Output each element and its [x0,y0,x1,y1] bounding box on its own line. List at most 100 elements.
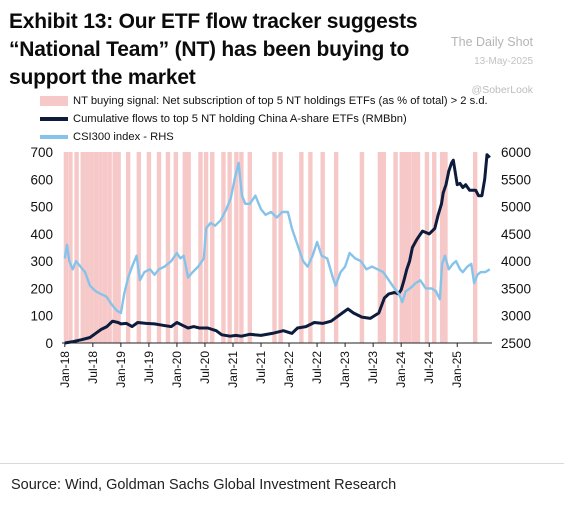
signal-bar [182,152,187,343]
signal-bar [107,152,112,343]
x-tick-label: Jul-22 [310,351,324,384]
y-left-tick-label: 300 [30,254,53,269]
legend-swatch-signal [40,96,68,106]
series-line-flows [64,153,491,345]
y-right-tick-label: 3000 [501,309,531,324]
legend-swatch-csi300 [40,135,68,139]
x-tick-label: Jan-23 [338,351,352,388]
x-tick-label: Jan-24 [394,351,408,388]
series-lines-layer [63,153,491,345]
x-tick-label: Jul-18 [86,351,100,384]
signal-bar [234,152,239,343]
signal-bar [403,152,408,343]
signal-bar [186,152,191,343]
signal-bar [239,152,244,343]
chart-title: Exhibit 13: Our ETF flow tracker suggest… [9,10,418,89]
legend-item-flows: Cumulative flows to top 5 NT holding Chi… [40,110,488,128]
y-right-tick-label: 5000 [501,200,531,215]
y-left-tick-label: 600 [30,172,53,187]
signal-bar [89,152,94,343]
signal-bar [443,152,448,343]
x-tick-label: Jul-24 [422,351,436,384]
signal-bar [116,152,121,343]
signal-bar [424,152,430,343]
signal-bar [80,152,85,343]
x-tick-label: Jul-19 [142,351,156,384]
y-left-tick-label: 500 [30,200,53,215]
source-note: Source: Wind, Goldman Sachs Global Inves… [11,477,397,493]
signal-bar [247,152,253,343]
signal-bar [320,152,325,343]
signal-bar [377,152,383,343]
y-left-tick-label: 0 [45,336,53,351]
watermark-brand: The Daily Shot [451,35,533,49]
signal-bar [299,152,304,343]
signal-bar [278,152,283,343]
signal-bar [203,152,209,343]
signal-bar [227,152,232,343]
y-right-tick-label: 2500 [501,336,531,351]
signal-bar [102,152,108,343]
y-right-tick-label: 5500 [501,172,531,187]
signal-bar [472,152,478,343]
legend-label-csi300: CSI300 index - RHS [73,131,174,143]
series-line-csi300 [63,161,491,315]
watermark-handle: @SoberLook [471,84,533,96]
x-tick-label: Jan-22 [282,351,296,388]
signal-bar [210,152,215,343]
signal-bar [146,152,152,343]
legend-label-signal: NT buying signal: Net subscription of to… [73,95,488,107]
signal-bar [125,152,131,343]
chart-legend: NT buying signal: Net subscription of to… [40,92,488,146]
signal-bar [221,152,226,343]
signal-bar [407,152,412,343]
legend-swatch-flows [40,117,68,121]
x-tick-label: Jul-20 [198,351,212,384]
x-tick-label: Jul-23 [366,351,380,384]
y-left-tick-label: 200 [30,281,53,296]
signal-bar [98,152,103,343]
x-tick-label: Jan-21 [226,351,240,388]
signal-bar [74,152,79,343]
divider [0,463,564,464]
signal-bar [393,152,398,343]
signal-bar [272,152,277,343]
signal-bar [399,152,404,343]
signal-bar [165,152,171,343]
signal-bar [68,152,73,343]
axes-layer [62,342,492,347]
tick-labels-layer: 0 100 200 300 400 500 600 700 2500 3000 3500 4000 45… [30,145,531,388]
signal-bar [432,152,437,343]
x-tick-label: Jul-21 [254,351,268,384]
x-tick-label: Jan-25 [450,351,464,388]
signal-bar [439,152,445,343]
y-left-tick-label: 400 [30,227,53,242]
signal-bar [173,152,179,343]
signal-bars-layer [63,152,478,343]
signal-bar [112,152,117,343]
legend-item-csi300: CSI300 index - RHS [40,128,488,146]
y-right-tick-label: 3500 [501,281,531,296]
y-right-tick-label: 4000 [501,254,531,269]
signal-bar [85,152,90,343]
signal-bar [93,152,99,343]
signal-bar [415,152,421,343]
legend-label-flows: Cumulative flows to top 5 NT holding Chi… [73,113,407,125]
signal-bar [381,152,386,343]
y-left-tick-label: 100 [30,309,53,324]
signal-bar [198,152,203,343]
x-tick-label: Jan-18 [58,351,72,388]
legend-item-signal: NT buying signal: Net subscription of to… [40,92,488,110]
signal-bar [333,152,339,343]
signal-bar [308,152,313,343]
x-tick-label: Jan-20 [170,351,184,388]
watermark-date: 13-May-2025 [474,56,533,67]
y-right-tick-label: 6000 [501,145,531,160]
signal-bar [156,152,162,343]
y-left-tick-label: 700 [30,145,53,160]
y-right-tick-label: 4500 [501,227,531,242]
signal-bar [136,152,142,343]
x-tick-label: Jan-19 [114,351,128,388]
signal-bar [359,152,365,343]
